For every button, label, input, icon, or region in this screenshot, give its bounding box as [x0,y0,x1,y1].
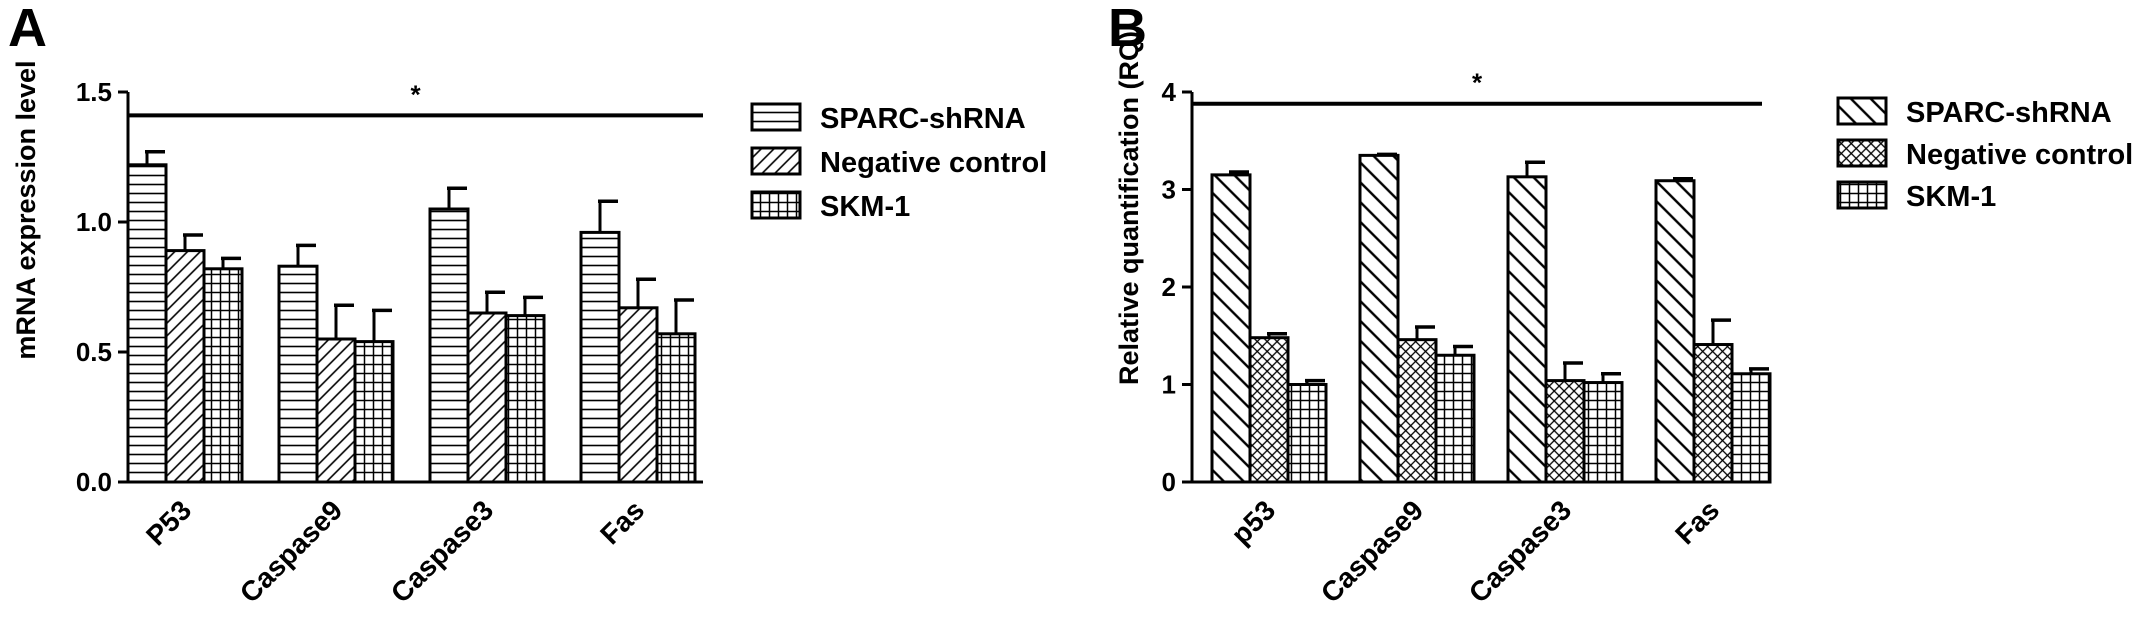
y-axis-title: mRNA expression level [11,60,41,359]
bar [466,311,508,484]
significance-label: * [1472,68,1483,98]
bar [1582,381,1624,484]
y-tick-label: 3 [1162,175,1176,205]
legend-label: SKM-1 [1906,181,1996,213]
x-category-label: P53 [140,494,197,551]
bar [617,306,659,484]
x-category-label: Fas [1669,494,1725,550]
y-tick-label: 1.5 [76,77,112,107]
x-category-label: p53 [1225,494,1281,550]
legend-label: Negative control [820,147,1047,179]
bar [428,207,470,484]
legend: SPARC-shRNA Negative control SKM-1 [750,102,1047,223]
panel-label: B [1108,0,1147,58]
bar [1654,179,1696,484]
bar [1396,338,1438,484]
bar [315,337,357,484]
y-tick-label: 4 [1162,77,1177,107]
y-tick-label: 0.5 [76,337,112,367]
bar [1434,353,1476,484]
legend-swatch [750,102,802,132]
bar [164,249,206,484]
legend-label: SPARC-shRNA [1906,97,2112,129]
bars-group: 0 1 2 3 4 p53 Caspase9 Caspase3 Fas * [1162,68,1772,609]
y-tick-label: 1 [1162,370,1176,400]
legend-swatch [1836,96,1888,126]
legend: SPARC-shRNA Negative control SKM-1 [1836,96,2133,213]
bar [1544,379,1586,484]
panel-a: A mRNA expression level 0.0 0.5 1.0 1.5 P53 C… [8,0,1047,609]
y-tick-label: 2 [1162,272,1176,302]
y-tick-label: 0 [1162,467,1176,497]
legend-swatch [1836,180,1888,210]
significance-label: * [410,79,421,109]
legend-swatch [1836,138,1888,168]
legend-label: SKM-1 [820,191,910,223]
x-category-label: Caspase9 [1315,494,1429,608]
bar [1248,336,1290,484]
x-category-label: Fas [594,494,650,550]
bar [1692,343,1734,484]
bar [1730,372,1772,484]
y-tick-label: 0.0 [76,467,112,497]
bar [655,332,697,484]
bar [1210,173,1252,484]
x-category-label: Caspase3 [385,494,499,608]
bar [579,230,621,484]
y-tick-label: 1.0 [76,207,112,237]
bars-group: 0.0 0.5 1.0 1.5 P53 Caspase9 Caspase3 Fas * [76,77,703,609]
bar [202,267,244,484]
y-axis-title: Relative quantification (RQ) [1114,31,1144,385]
legend-label: SPARC-shRNA [820,103,1026,135]
bar [504,314,546,484]
x-category-label: Caspase3 [1463,494,1577,608]
bar [1506,175,1548,484]
panel-b: B Relative quantification (RQ) 0 1 2 3 4 p53 C… [1108,0,2133,609]
panel-label: A [8,0,47,58]
legend-swatch [750,146,802,176]
bar [353,340,395,484]
bar [126,163,168,484]
bar [1286,383,1328,484]
bar [1358,153,1400,484]
bar [277,264,319,484]
legend-swatch [750,190,802,220]
x-category-label: Caspase9 [234,494,348,608]
legend-label: Negative control [1906,139,2133,171]
